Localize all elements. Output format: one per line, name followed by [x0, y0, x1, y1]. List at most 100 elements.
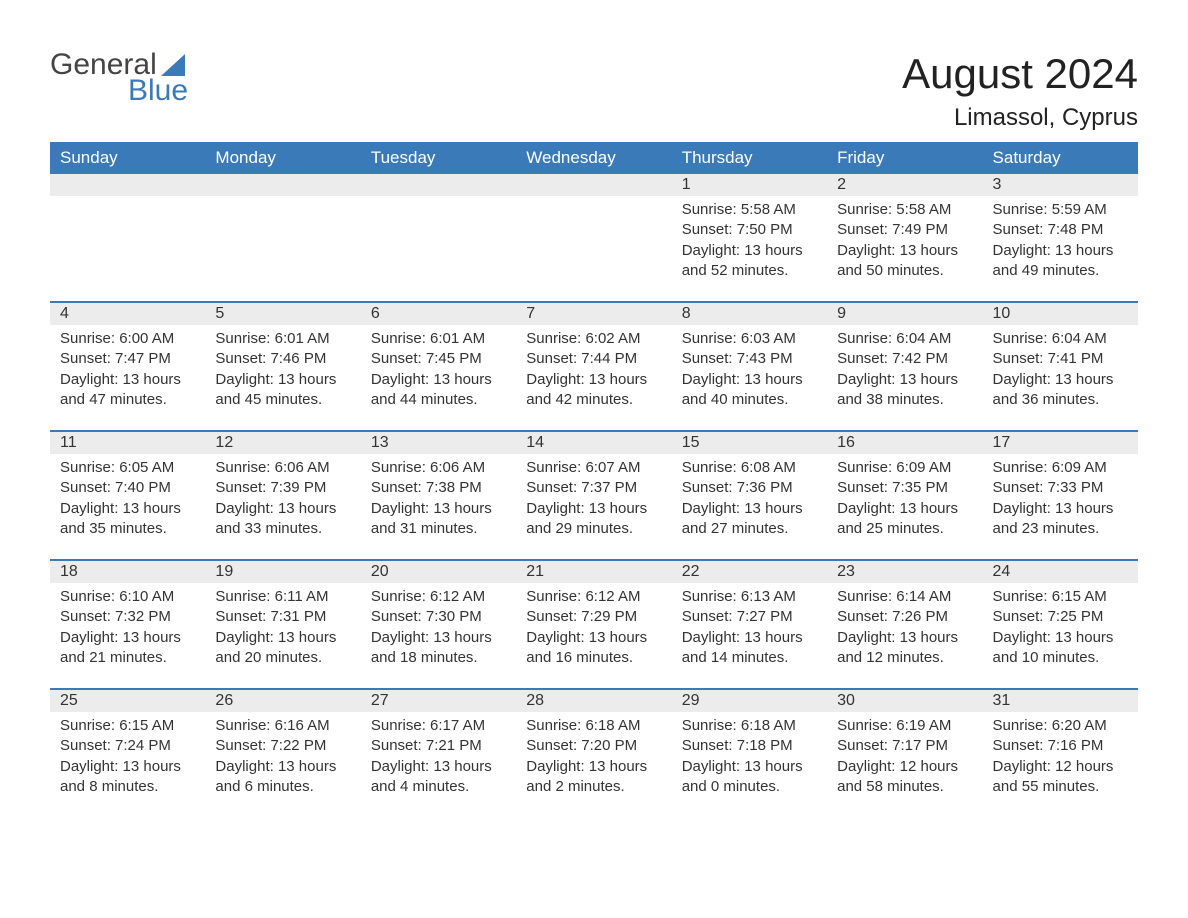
sunrise-line: Sunrise: 6:10 AM: [60, 587, 195, 607]
daylight-line: Daylight: 13 hours and 16 minutes.: [526, 628, 661, 669]
weekday-header: Friday: [827, 142, 982, 174]
sunset-line: Sunset: 7:22 PM: [215, 736, 350, 756]
page-header: General Blue August 2024 Limassol, Cypru…: [50, 50, 1138, 132]
sunset-line: Sunset: 7:33 PM: [993, 478, 1128, 498]
day-number: 2: [827, 174, 982, 196]
day-number: 22: [672, 559, 827, 583]
calendar-day-cell: 1Sunrise: 5:58 AMSunset: 7:50 PMDaylight…: [672, 174, 827, 301]
sunrise-line: Sunrise: 6:06 AM: [215, 458, 350, 478]
day-number: 13: [361, 430, 516, 454]
sunset-line: Sunset: 7:31 PM: [215, 607, 350, 627]
sunrise-line: Sunrise: 6:15 AM: [60, 716, 195, 736]
daylight-line: Daylight: 12 hours and 58 minutes.: [837, 757, 972, 798]
day-number: 16: [827, 430, 982, 454]
daylight-line: Daylight: 13 hours and 45 minutes.: [215, 370, 350, 411]
calendar-day-cell: 15Sunrise: 6:08 AMSunset: 7:36 PMDayligh…: [672, 430, 827, 559]
sunset-line: Sunset: 7:17 PM: [837, 736, 972, 756]
day-number: 23: [827, 559, 982, 583]
sunset-line: Sunset: 7:41 PM: [993, 349, 1128, 369]
sunrise-line: Sunrise: 6:04 AM: [993, 329, 1128, 349]
calendar-day-cell: 27Sunrise: 6:17 AMSunset: 7:21 PMDayligh…: [361, 688, 516, 817]
day-number: 24: [983, 559, 1138, 583]
daylight-line: Daylight: 13 hours and 20 minutes.: [215, 628, 350, 669]
day-number: 7: [516, 301, 671, 325]
calendar-day-cell: [361, 174, 516, 301]
calendar-day-cell: [205, 174, 360, 301]
calendar-day-cell: 12Sunrise: 6:06 AMSunset: 7:39 PMDayligh…: [205, 430, 360, 559]
day-number: 15: [672, 430, 827, 454]
sunrise-line: Sunrise: 6:12 AM: [371, 587, 506, 607]
daylight-line: Daylight: 13 hours and 0 minutes.: [682, 757, 817, 798]
sunset-line: Sunset: 7:16 PM: [993, 736, 1128, 756]
calendar-day-cell: 22Sunrise: 6:13 AMSunset: 7:27 PMDayligh…: [672, 559, 827, 688]
sunset-line: Sunset: 7:36 PM: [682, 478, 817, 498]
calendar-day-cell: 20Sunrise: 6:12 AMSunset: 7:30 PMDayligh…: [361, 559, 516, 688]
day-number: 8: [672, 301, 827, 325]
daylight-line: Daylight: 13 hours and 29 minutes.: [526, 499, 661, 540]
calendar-day-cell: 26Sunrise: 6:16 AMSunset: 7:22 PMDayligh…: [205, 688, 360, 817]
day-number: 4: [50, 301, 205, 325]
calendar-day-cell: 2Sunrise: 5:58 AMSunset: 7:49 PMDaylight…: [827, 174, 982, 301]
daylight-line: Daylight: 13 hours and 18 minutes.: [371, 628, 506, 669]
calendar-day-cell: 16Sunrise: 6:09 AMSunset: 7:35 PMDayligh…: [827, 430, 982, 559]
day-number: 6: [361, 301, 516, 325]
daylight-line: Daylight: 13 hours and 52 minutes.: [682, 241, 817, 282]
sunset-line: Sunset: 7:20 PM: [526, 736, 661, 756]
sunrise-line: Sunrise: 6:11 AM: [215, 587, 350, 607]
sunset-line: Sunset: 7:24 PM: [60, 736, 195, 756]
sunrise-line: Sunrise: 6:19 AM: [837, 716, 972, 736]
sunset-line: Sunset: 7:37 PM: [526, 478, 661, 498]
daylight-line: Daylight: 13 hours and 21 minutes.: [60, 628, 195, 669]
daylight-line: Daylight: 13 hours and 23 minutes.: [993, 499, 1128, 540]
sunrise-line: Sunrise: 6:09 AM: [993, 458, 1128, 478]
title-block: August 2024 Limassol, Cyprus: [902, 50, 1138, 132]
sunset-line: Sunset: 7:47 PM: [60, 349, 195, 369]
day-number: 25: [50, 688, 205, 712]
sunrise-line: Sunrise: 6:00 AM: [60, 329, 195, 349]
sunset-line: Sunset: 7:29 PM: [526, 607, 661, 627]
weekday-header: Tuesday: [361, 142, 516, 174]
calendar-day-cell: 5Sunrise: 6:01 AMSunset: 7:46 PMDaylight…: [205, 301, 360, 430]
daylight-line: Daylight: 13 hours and 27 minutes.: [682, 499, 817, 540]
day-number: 12: [205, 430, 360, 454]
day-number: 31: [983, 688, 1138, 712]
calendar-day-cell: 10Sunrise: 6:04 AMSunset: 7:41 PMDayligh…: [983, 301, 1138, 430]
sunrise-line: Sunrise: 6:03 AM: [682, 329, 817, 349]
calendar-day-cell: 31Sunrise: 6:20 AMSunset: 7:16 PMDayligh…: [983, 688, 1138, 817]
logo: General Blue: [50, 50, 188, 106]
daylight-line: Daylight: 13 hours and 14 minutes.: [682, 628, 817, 669]
sunset-line: Sunset: 7:48 PM: [993, 220, 1128, 240]
calendar-week-row: 18Sunrise: 6:10 AMSunset: 7:32 PMDayligh…: [50, 559, 1138, 688]
day-number: 1: [672, 174, 827, 196]
calendar-week-row: 4 Sunrise: 6:00 AMSunset: 7:47 PM Daylight…: [50, 301, 1138, 430]
daylight-line: Daylight: 13 hours and 38 minutes.: [837, 370, 972, 411]
sunrise-line: Sunrise: 6:01 AM: [215, 329, 350, 349]
sail-icon: [161, 54, 185, 76]
calendar-day-cell: 7Sunrise: 6:02 AMSunset: 7:44 PMDaylight…: [516, 301, 671, 430]
sunset-line: Sunset: 7:26 PM: [837, 607, 972, 627]
daylight-line: Daylight: 12 hours and 55 minutes.: [993, 757, 1128, 798]
empty-day: [361, 174, 516, 196]
weekday-header-row: SundayMondayTuesdayWednesdayThursdayFrid…: [50, 142, 1138, 174]
daylight-line: Daylight: 13 hours and 31 minutes.: [371, 499, 506, 540]
empty-day: [516, 174, 671, 196]
calendar-week-row: 1Sunrise: 5:58 AMSunset: 7:50 PMDaylight…: [50, 174, 1138, 301]
sunrise-line: Sunrise: 6:17 AM: [371, 716, 506, 736]
day-number: 28: [516, 688, 671, 712]
sunset-line: Sunset: 7:30 PM: [371, 607, 506, 627]
sunset-line: Sunset: 7:38 PM: [371, 478, 506, 498]
calendar-day-cell: [516, 174, 671, 301]
calendar-day-cell: 25Sunrise: 6:15 AMSunset: 7:24 PMDayligh…: [50, 688, 205, 817]
day-number: 3: [983, 174, 1138, 196]
sunrise-line: Sunrise: 6:13 AM: [682, 587, 817, 607]
calendar-week-row: 11Sunrise: 6:05 AMSunset: 7:40 PMDayligh…: [50, 430, 1138, 559]
daylight-line: Daylight: 13 hours and 4 minutes.: [371, 757, 506, 798]
sunrise-line: Sunrise: 6:09 AM: [837, 458, 972, 478]
calendar-week-row: 25 Sunrise: 6:15 AMSunset: 7:24 PM Dayligh…: [50, 688, 1138, 817]
calendar-day-cell: 13Sunrise: 6:06 AMSunset: 7:38 PMDayligh…: [361, 430, 516, 559]
sunrise-line: Sunrise: 6:01 AM: [371, 329, 506, 349]
daylight-line: Daylight: 13 hours and 6 minutes.: [215, 757, 350, 798]
sunrise-line: Sunrise: 5:58 AM: [682, 200, 817, 220]
day-number: 18: [50, 559, 205, 583]
daylight-line: Daylight: 13 hours and 50 minutes.: [837, 241, 972, 282]
